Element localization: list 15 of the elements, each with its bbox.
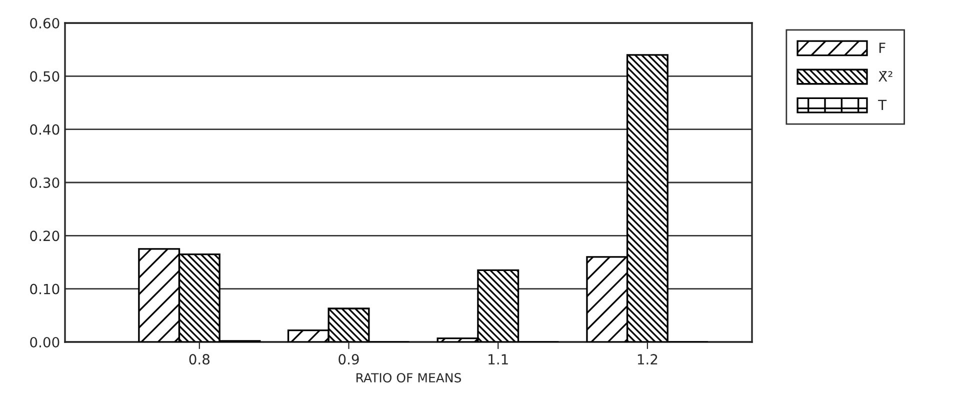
y-tick-label: 0.10 [30,284,60,294]
x-tick-label: 0.8 [189,354,210,365]
x-tick-label: 0.9 [338,354,359,365]
y-tick-label: 0.40 [30,124,60,135]
y-tick-label: 0.60 [30,18,60,28]
x-axis-title: RATIO OF MEANS [356,373,462,382]
legend-label: F [879,42,886,53]
y-tick-label: 0.00 [30,336,60,348]
y-tick-label: 0.30 [30,177,60,188]
x-tick-label: 1.1 [488,354,508,364]
legend-label: X̄² [878,71,892,82]
y-tick-label: 0.20 [30,230,60,242]
legend-label: T [878,100,887,110]
x-tick-label: 1.2 [638,354,658,364]
y-tick-label: 0.50 [30,71,60,82]
